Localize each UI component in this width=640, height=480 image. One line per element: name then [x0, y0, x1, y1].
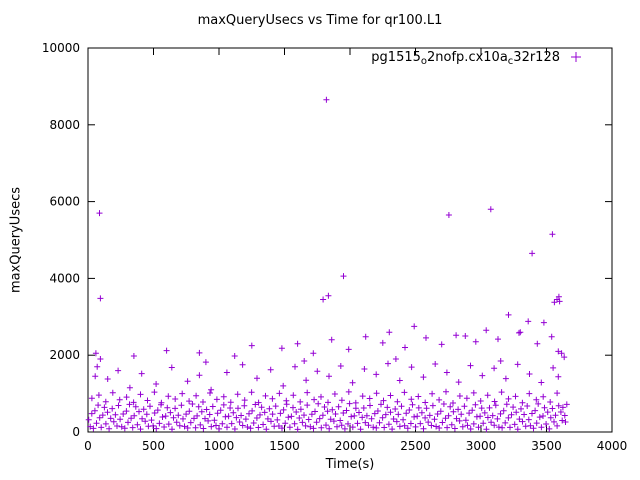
x-axis-title: Time(s)	[325, 457, 375, 472]
x-tick-label: 3500	[531, 439, 562, 453]
plot-frame	[87, 47, 613, 433]
y-axis-ticks	[88, 47, 612, 433]
x-tick-label: 4000	[597, 439, 628, 453]
y-tick-label: 6000	[49, 195, 80, 209]
y-tick-label: 0	[72, 425, 80, 439]
x-tick-label: 500	[142, 439, 165, 453]
x-tick-label: 3000	[466, 439, 497, 453]
x-tick-label: 2000	[335, 439, 366, 453]
chart-title: maxQueryUsecs vs Time for qr100.L1	[197, 13, 443, 28]
x-tick-label: 2500	[400, 439, 431, 453]
y-tick-label: 10000	[42, 41, 80, 55]
x-axis-tick-labels: 0 500 1000 1500 2000 2500 3000 3500 4000	[84, 439, 627, 453]
scatter-points	[85, 96, 570, 433]
y-axis-tick-labels: 0 2000 4000 6000 8000 10000	[42, 41, 80, 439]
legend: pg1515o2nofp.cx10ac32r128	[371, 50, 581, 67]
legend-marker-plus-icon	[571, 52, 581, 62]
x-tick-label: 1500	[269, 439, 300, 453]
x-tick-label: 1000	[204, 439, 235, 453]
y-tick-label: 4000	[49, 271, 80, 285]
x-axis-ticks	[87, 48, 613, 432]
legend-label: pg1515o2nofp.cx10ac32r128	[371, 50, 560, 67]
y-tick-label: 2000	[49, 348, 80, 362]
y-tick-label: 8000	[49, 118, 80, 132]
x-tick-label: 0	[84, 439, 92, 453]
